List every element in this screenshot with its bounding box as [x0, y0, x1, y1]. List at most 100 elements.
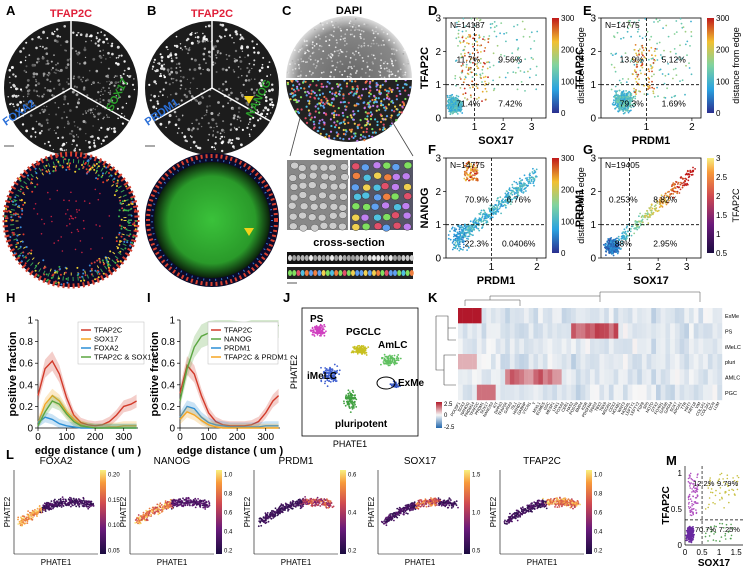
nucleus-dot — [93, 139, 96, 142]
data-point — [605, 250, 608, 253]
dapi-nucleus — [372, 54, 375, 57]
data-point — [675, 31, 678, 33]
nucleus-dot — [78, 32, 80, 34]
data-point — [457, 32, 460, 35]
cell-point — [325, 330, 327, 333]
segmented-nucleus — [401, 105, 404, 108]
data-point — [463, 52, 466, 55]
data-point — [464, 235, 467, 238]
data-point — [634, 91, 636, 93]
nucleus-dot — [20, 260, 23, 263]
segmented-nucleus — [347, 92, 351, 96]
x-tick-label: 200 — [87, 432, 104, 443]
nucleus-dot — [65, 116, 68, 119]
segmented-nucleus — [324, 136, 327, 139]
nucleus-dot — [103, 116, 105, 119]
nucleus-dot — [76, 266, 79, 269]
data-point — [656, 48, 658, 50]
nucleus-dot — [236, 97, 239, 101]
data-point — [682, 181, 685, 184]
nucleus-dot — [119, 74, 122, 77]
nucleus-dot — [207, 122, 210, 125]
segmented-nucleus — [369, 100, 372, 103]
x-tick-label: 1 — [627, 262, 633, 273]
segmented-nucleus — [312, 120, 315, 123]
nucleus-dot — [118, 95, 121, 99]
nucleus-dot — [198, 66, 202, 70]
nucleus-dot — [113, 130, 117, 134]
nucleus-dot — [217, 113, 220, 117]
segmented-nucleus — [335, 113, 338, 116]
nucleus-dot — [116, 45, 120, 49]
nucleus-dot — [47, 74, 50, 77]
nucleus-dot — [102, 263, 105, 266]
cell-grey — [298, 181, 308, 190]
nucleus-dot — [249, 118, 252, 121]
data-point — [634, 44, 637, 46]
nucleus-dot — [271, 106, 274, 109]
nucleus-dot — [224, 28, 228, 32]
nucleus-dot — [38, 95, 41, 98]
nucleus-dot — [25, 56, 27, 58]
data-point — [657, 20, 659, 23]
nucleus-dot — [225, 53, 228, 56]
quadrant-label-bottom-right: 7.42% — [498, 99, 523, 109]
nucleus-dot — [95, 36, 98, 38]
data-point — [517, 62, 520, 65]
nucleus-dot — [10, 66, 14, 69]
dapi-nucleus — [299, 49, 301, 51]
dapi-nucleus — [314, 59, 317, 61]
nucleus-dot — [83, 61, 87, 65]
nucleus-dot — [66, 166, 69, 169]
nucleus-dot — [35, 46, 38, 50]
segmented-nucleus — [337, 114, 340, 117]
data-point — [647, 86, 650, 88]
quadrant-label-bottom-left: 88% — [615, 239, 632, 249]
nucleus-dot — [19, 216, 22, 219]
dapi-nucleus — [388, 75, 391, 78]
nucleus-dot — [84, 110, 87, 112]
data-point — [638, 78, 640, 81]
data-point — [674, 67, 677, 70]
nucleus-dot — [59, 164, 62, 167]
data-point — [474, 172, 476, 175]
segmented-nucleus — [305, 94, 308, 97]
cell-grey — [310, 224, 320, 232]
segmented-nucleus — [352, 118, 355, 121]
cross-cell-color — [292, 270, 297, 276]
segmented-nucleus — [322, 104, 325, 108]
data-point — [613, 99, 615, 101]
nucleus-dot — [150, 94, 152, 96]
nucleus-dot — [75, 52, 78, 55]
dapi-nucleus — [293, 49, 296, 51]
data-point — [492, 89, 495, 92]
segmented-nucleus — [307, 92, 311, 95]
data-point — [655, 209, 657, 212]
data-point — [457, 29, 460, 32]
data-point — [500, 203, 503, 206]
dapi-nucleus — [325, 40, 327, 42]
dapi-nucleus — [359, 35, 362, 38]
dapi-nucleus — [347, 67, 350, 70]
cell-grey — [309, 163, 319, 172]
nucleus-dot — [65, 168, 68, 171]
nucleus-dot — [55, 68, 58, 72]
nucleus-dot — [105, 273, 108, 276]
nucleus-dot — [196, 100, 199, 103]
data-point — [614, 70, 617, 73]
nucleus-dot — [120, 227, 123, 230]
cross-cell-color — [313, 270, 318, 276]
segmented-nucleus — [330, 104, 333, 107]
nucleus-dot — [25, 246, 28, 248]
dapi-nucleus — [354, 58, 357, 61]
dapi-nucleus — [353, 53, 356, 56]
data-point — [633, 69, 636, 71]
colorbar-tick-label: 0 — [561, 109, 566, 118]
nucleus-dot — [168, 114, 172, 117]
data-point — [635, 226, 638, 229]
segmented-nucleus — [315, 84, 318, 87]
nucleus-dot — [93, 144, 96, 147]
nucleus-dot — [207, 24, 211, 28]
y-tick-label: 0 — [27, 424, 33, 435]
nucleus-dot — [43, 93, 45, 96]
